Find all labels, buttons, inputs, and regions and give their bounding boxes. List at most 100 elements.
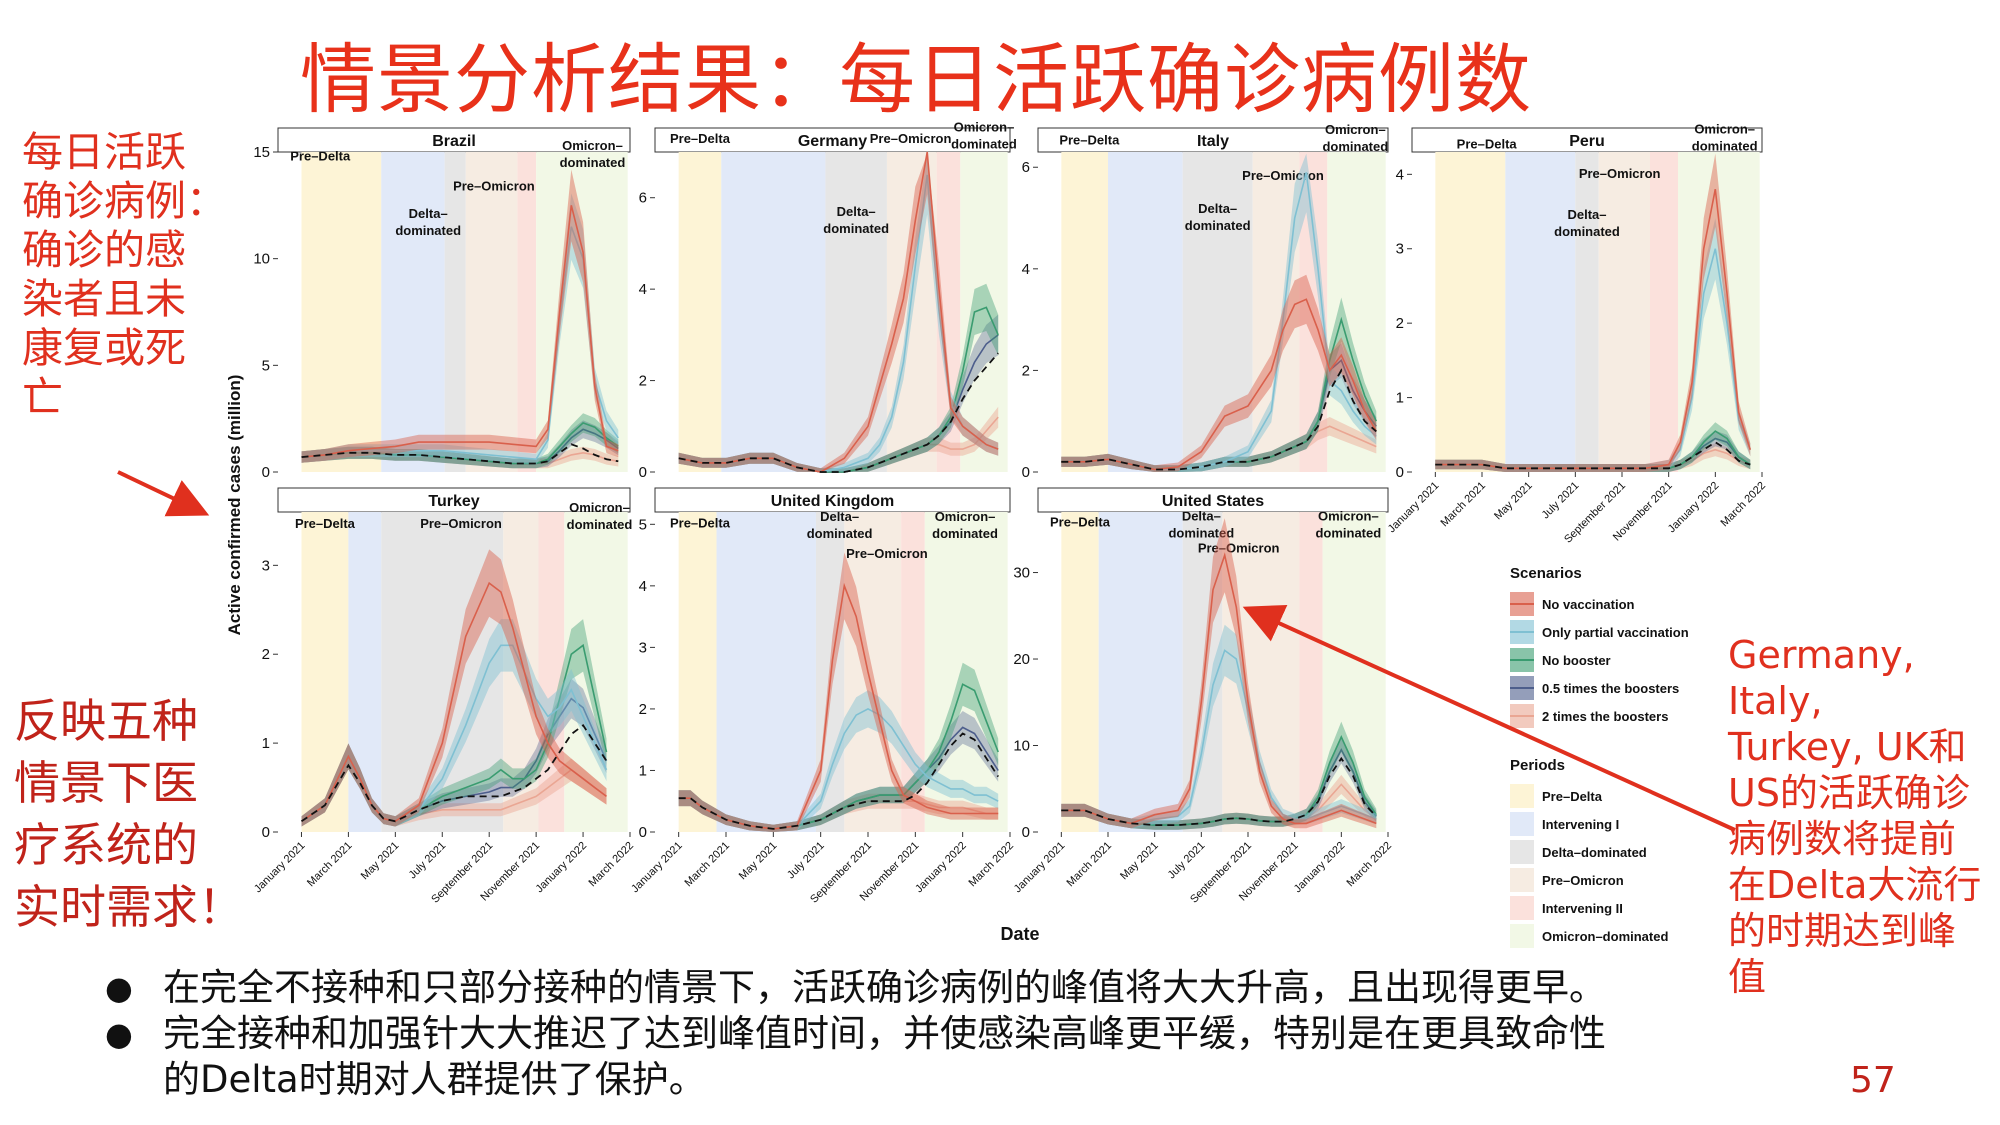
panel-italy: Italy Pre–Delta Delta– dominated Pre–Omicron… [1022, 122, 1389, 481]
panel-germany: GermanyPre–DeltaDelta–dominatedPre–Omicr… [639, 119, 1017, 481]
period-band [301, 152, 382, 472]
period-band [721, 152, 826, 472]
period-label: Pre–Delta [1059, 132, 1120, 147]
legend-swatch [1510, 924, 1534, 948]
y-tick-label: 2 [639, 701, 647, 718]
period-label: Pre–Omicron [846, 546, 928, 561]
period-label: dominated [951, 136, 1017, 151]
period-band [1098, 512, 1183, 832]
panel-brazil: Brazil Pre–Delta Delta– dominated Pre–Omicro… [253, 127, 631, 481]
legend-swatch [1510, 784, 1534, 808]
period-band [1108, 152, 1183, 472]
legend-label: Intervening II [1542, 901, 1623, 916]
bullet-text: 在完全不接种和只部分接种的情景下，活跃确诊病例的峰值将大大升高，且出现得更早。 [163, 966, 1606, 1009]
x-tick-label: January 2021 [1012, 840, 1068, 896]
period-label: Pre–Delta [1050, 515, 1111, 530]
series-line [1061, 649, 1377, 825]
y-tick-label: 1 [639, 762, 647, 779]
period-label: Omicron– [562, 138, 623, 153]
series-band [678, 552, 999, 832]
y-tick-label: 3 [262, 557, 270, 574]
series-band [1061, 343, 1377, 472]
period-band [1061, 512, 1099, 832]
y-tick-label: 5 [639, 516, 647, 533]
period-band [924, 512, 1008, 832]
x-tick-label: January 2021 [629, 840, 685, 896]
x-tick-label: May 2021 [737, 840, 780, 883]
baseline-line [678, 352, 999, 473]
period-band [825, 152, 887, 472]
panel-strip [1037, 487, 1389, 513]
period-label: Omicron– [954, 119, 1015, 134]
period-label: Delta– [1198, 201, 1237, 216]
legend-swatch [1510, 840, 1534, 864]
x-tick-label: March 2021 [683, 840, 733, 890]
y-tick-label: 1 [1396, 390, 1404, 407]
period-label: Pre–Delta [670, 515, 731, 530]
period-label: dominated [567, 517, 633, 532]
y-tick-label: 0 [1396, 464, 1404, 481]
right-note-line: Germany, Italy, [1728, 633, 1915, 723]
period-band [936, 152, 961, 472]
period-label: Omicron– [1325, 122, 1386, 137]
series-band [678, 690, 999, 832]
period-label: Omicron– [1694, 121, 1755, 136]
period-band [1061, 152, 1108, 472]
period-label: Delta– [1182, 509, 1221, 524]
left-note-line: 亡 [22, 373, 63, 421]
right-note-line: Turkey, UK和 [1728, 725, 1967, 769]
period-label: Pre–Omicron [870, 131, 952, 146]
series-band [1435, 422, 1751, 472]
series-band [301, 743, 607, 827]
y-tick-label: 2 [639, 373, 647, 390]
right-note-line: 病例数将提前 [1728, 817, 1957, 861]
x-tick-label: January 2021 [252, 840, 308, 896]
series-band [301, 413, 619, 469]
y-tick-label: 6 [639, 190, 647, 207]
period-label: Pre–Omicron [420, 516, 502, 531]
period-band [1598, 152, 1650, 472]
legend-label: Omicron–dominated [1542, 929, 1668, 944]
period-label: dominated [560, 155, 626, 170]
x-tick-label: March 2022 [1345, 840, 1395, 890]
x-tick-label: March 2022 [587, 840, 637, 890]
left-note-line: 确诊的感 [22, 226, 186, 274]
legend-label: Only partial vaccination [1542, 625, 1689, 640]
left-note-line: 康复或死 [22, 324, 186, 372]
x-tick-label: March 2022 [967, 840, 1017, 890]
legend-label: 2 times the boosters [1542, 709, 1668, 724]
period-band [815, 512, 845, 832]
panel-title: Brazil [432, 133, 476, 150]
period-label: dominated [1554, 224, 1620, 239]
legend-label: Delta–dominated [1542, 845, 1647, 860]
page-title: 情景分析结果：每日活跃确诊病例数 [300, 35, 1532, 124]
period-band [1182, 512, 1223, 832]
bullet-text: 的Delta时期对人群提供了保护。 [163, 1058, 706, 1101]
baseline-line [1435, 441, 1751, 470]
x-tick-label: July 2021 [1166, 840, 1208, 882]
panel-title: United States [1162, 493, 1264, 510]
period-band [716, 512, 816, 832]
panel-strip [277, 127, 631, 153]
period-band [465, 152, 518, 472]
right-arrow [1242, 605, 1736, 832]
period-band [960, 152, 1008, 472]
bottom-left-note-line: 疗系统的 [14, 818, 198, 872]
panel-title: United Kingdom [771, 493, 895, 510]
period-band [1435, 152, 1506, 472]
y-tick-label: 4 [1022, 261, 1030, 278]
period-label: Pre–Delta [1457, 136, 1518, 151]
bullet-dot-icon: ● [105, 1015, 133, 1053]
legend-periods-title: Periods [1510, 757, 1565, 774]
left-note-line: 每日活跃 [22, 128, 186, 176]
y-tick-label: 4 [1396, 166, 1404, 183]
panel-united-kingdom: United Kingdom Pre–Delta Delta– dominated Pr… [629, 487, 1017, 906]
series-band [1061, 417, 1377, 472]
period-label: dominated [1322, 139, 1388, 154]
y-tick-label: 1 [262, 735, 270, 752]
baseline-line [301, 443, 619, 465]
y-tick-label: 5 [262, 357, 270, 374]
series-band [1435, 443, 1751, 472]
